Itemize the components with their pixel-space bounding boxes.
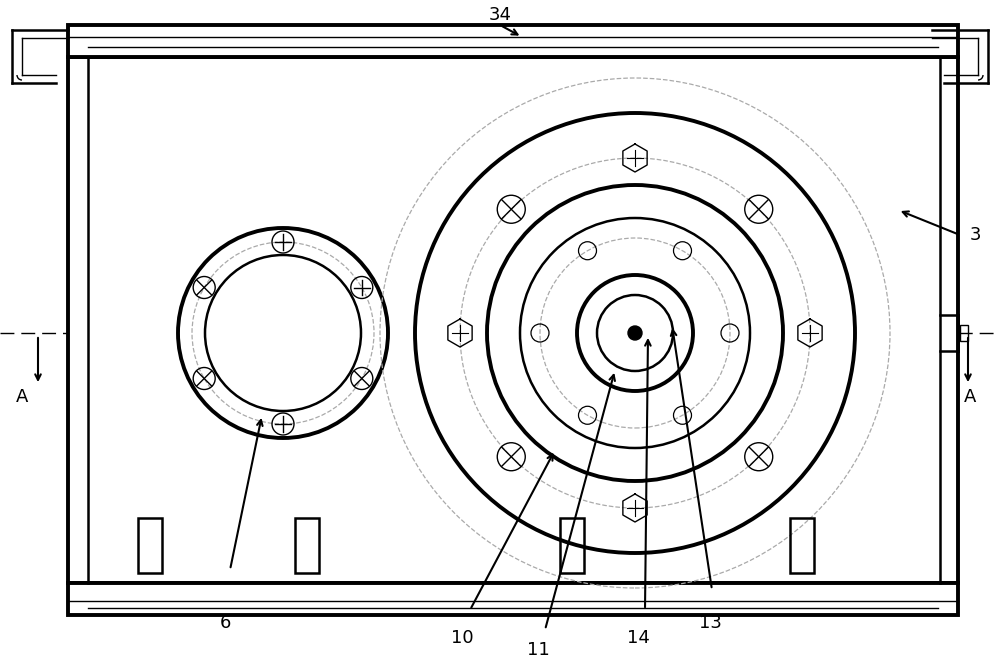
- Text: 10: 10: [451, 629, 473, 647]
- Text: 3: 3: [970, 226, 982, 244]
- Text: A: A: [964, 388, 976, 406]
- Bar: [790, 518, 814, 573]
- Bar: [68, 57, 958, 583]
- Text: 13: 13: [699, 614, 721, 632]
- Bar: [295, 518, 319, 573]
- Bar: [560, 518, 584, 573]
- Text: 6: 6: [219, 614, 231, 632]
- Text: A: A: [16, 388, 28, 406]
- Bar: [138, 518, 162, 573]
- Bar: [68, 25, 958, 57]
- Bar: [68, 583, 958, 615]
- Text: 11: 11: [527, 641, 549, 659]
- Circle shape: [628, 326, 642, 340]
- Bar: [960, 325, 968, 341]
- Text: 34: 34: [488, 6, 512, 24]
- Text: 14: 14: [627, 629, 649, 647]
